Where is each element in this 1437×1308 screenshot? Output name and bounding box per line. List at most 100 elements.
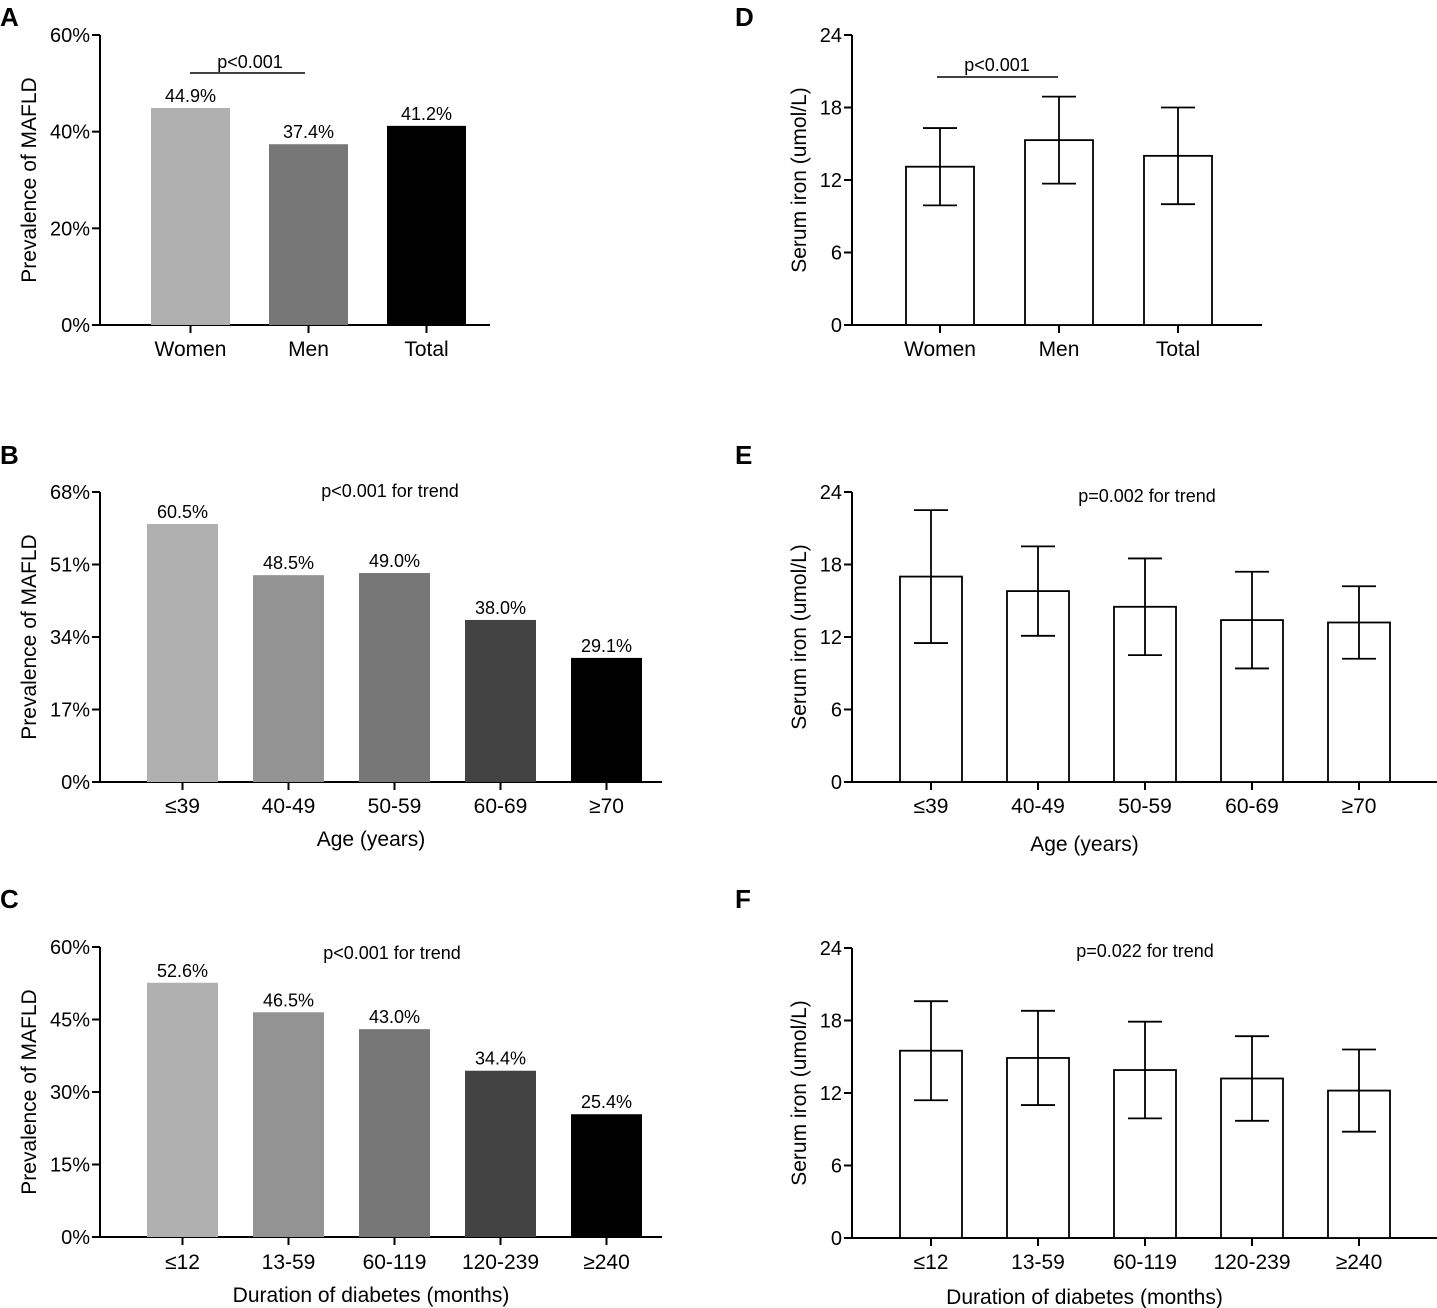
panel-d: D 0 6 12 18 24 Serum iron (umol/L) Women Men Tota… (735, 2, 1262, 361)
significance-label: p<0.001 (217, 52, 283, 72)
x-tick-label: ≥70 (1342, 795, 1377, 818)
y-axis-label: Prevalence of MAFLD (18, 534, 41, 739)
y-tick-label: 6 (831, 243, 842, 265)
panel-letter: D (735, 2, 754, 32)
data-label: 52.6% (157, 961, 208, 981)
x-tick-label: 13-59 (262, 1251, 316, 1274)
panel-letter: E (735, 440, 752, 470)
x-tick-label: 40-49 (262, 795, 316, 818)
y-axis-label: Prevalence of MAFLD (18, 77, 41, 282)
data-label: 29.1% (581, 636, 632, 656)
panel-letter: F (735, 884, 751, 914)
y-tick-label: 6 (831, 700, 842, 722)
data-label: 49.0% (369, 551, 420, 571)
y-tick-label: 18 (820, 555, 842, 577)
y-axis-label: Prevalence of MAFLD (18, 989, 41, 1194)
data-label: 46.5% (263, 990, 314, 1010)
bar (269, 144, 348, 325)
y-tick-label: 24 (820, 938, 842, 960)
y-tick-label: 0% (61, 1227, 90, 1249)
y-tick-label: 0 (831, 315, 842, 337)
panel-b: B 0% 17% 34% 51% 68% Prevalence of MAFLD ≤39 60.… (0, 440, 662, 851)
data-label: 43.0% (369, 1007, 420, 1027)
trend-annotation: p=0.022 for trend (1076, 941, 1214, 961)
y-axis-label: Serum iron (umol/L) (788, 544, 811, 730)
x-axis-label: Age (years) (317, 828, 426, 851)
y-tick-label: 68% (50, 482, 90, 504)
bar (465, 619, 536, 782)
x-tick-label: Men (1039, 338, 1080, 361)
y-tick-label: 20% (50, 218, 90, 240)
y-tick-label: 12 (820, 627, 842, 649)
y-tick-label: 0% (61, 315, 90, 337)
data-label: 44.9% (165, 86, 216, 106)
x-tick-label: 50-59 (368, 795, 422, 818)
bar (147, 523, 218, 782)
bar (151, 107, 230, 325)
x-axis-label: Duration of diabetes (months) (946, 1286, 1223, 1308)
panel-letter: C (0, 884, 19, 914)
x-tick-label: Women (904, 338, 976, 361)
x-tick-label: 50-59 (1118, 795, 1172, 818)
x-axis-label: Duration of diabetes (months) (233, 1284, 510, 1307)
y-tick-label: 60% (50, 937, 90, 959)
x-tick-label: ≤12 (165, 1251, 200, 1274)
x-tick-label: Total (404, 338, 448, 361)
x-tick-label: ≥240 (1336, 1251, 1383, 1274)
y-tick-label: 51% (50, 555, 90, 577)
x-tick-label: 60-69 (1225, 795, 1279, 818)
x-tick-label: 60-119 (363, 1251, 427, 1274)
x-tick-label: ≤39 (914, 795, 949, 818)
panel-c: C 0% 15% 30% 45% 60% Prevalence of MAFLD ≤12 52.… (0, 884, 662, 1307)
y-tick-label: 12 (820, 170, 842, 192)
y-tick-label: 0 (831, 772, 842, 794)
y-tick-label: 12 (820, 1083, 842, 1105)
panel-letter: B (0, 440, 19, 470)
x-tick-label: 60-119 (1113, 1251, 1177, 1274)
bar (147, 982, 218, 1237)
y-tick-label: 30% (50, 1082, 90, 1104)
trend-annotation: p<0.001 for trend (323, 943, 461, 963)
x-tick-label: Total (1156, 338, 1200, 361)
y-tick-label: 60% (50, 25, 90, 47)
trend-annotation: p=0.002 for trend (1078, 486, 1216, 506)
y-tick-label: 17% (50, 700, 90, 722)
y-tick-label: 0% (61, 772, 90, 794)
y-axis-label: Serum iron (umol/L) (788, 87, 811, 273)
bar (571, 657, 642, 782)
x-tick-label: 120-239 (1213, 1251, 1290, 1274)
data-label: 38.0% (475, 598, 526, 618)
trend-annotation: p<0.001 for trend (321, 481, 459, 501)
data-label: 37.4% (283, 122, 334, 142)
x-tick-label: ≤39 (165, 795, 200, 818)
y-tick-label: 34% (50, 627, 90, 649)
x-tick-label: Women (155, 338, 227, 361)
x-tick-label: 120-239 (462, 1251, 539, 1274)
x-axis-label: Age (years) (1030, 833, 1139, 856)
x-tick-label: Men (288, 338, 329, 361)
x-tick-label: 60-69 (474, 795, 528, 818)
data-label: 41.2% (401, 104, 452, 124)
panel-a: A 0% 20% 40% 60% Prevalence of MAFLD Women 44.9… (0, 2, 490, 361)
x-tick-label: ≥70 (589, 795, 624, 818)
y-axis-label: Serum iron (umol/L) (788, 1000, 811, 1186)
x-tick-label: 13-59 (1011, 1251, 1065, 1274)
y-tick-label: 6 (831, 1156, 842, 1178)
y-tick-label: 24 (820, 482, 842, 504)
y-tick-label: 40% (50, 122, 90, 144)
panel-f: F 0 6 12 18 24 Serum iron (umol/L) ≤12 13-59 60-1… (735, 884, 1437, 1308)
y-tick-label: 0 (831, 1228, 842, 1250)
y-tick-label: 45% (50, 1010, 90, 1032)
data-label: 48.5% (263, 553, 314, 573)
bar (359, 1029, 430, 1237)
bar (571, 1114, 642, 1237)
x-tick-label: ≤12 (914, 1251, 949, 1274)
y-tick-label: 18 (820, 98, 842, 120)
bar (253, 1012, 324, 1237)
y-tick-label: 24 (820, 25, 842, 47)
data-label: 34.4% (475, 1049, 526, 1069)
bar (387, 125, 466, 325)
y-tick-label: 15% (50, 1155, 90, 1177)
data-label: 25.4% (581, 1092, 632, 1112)
